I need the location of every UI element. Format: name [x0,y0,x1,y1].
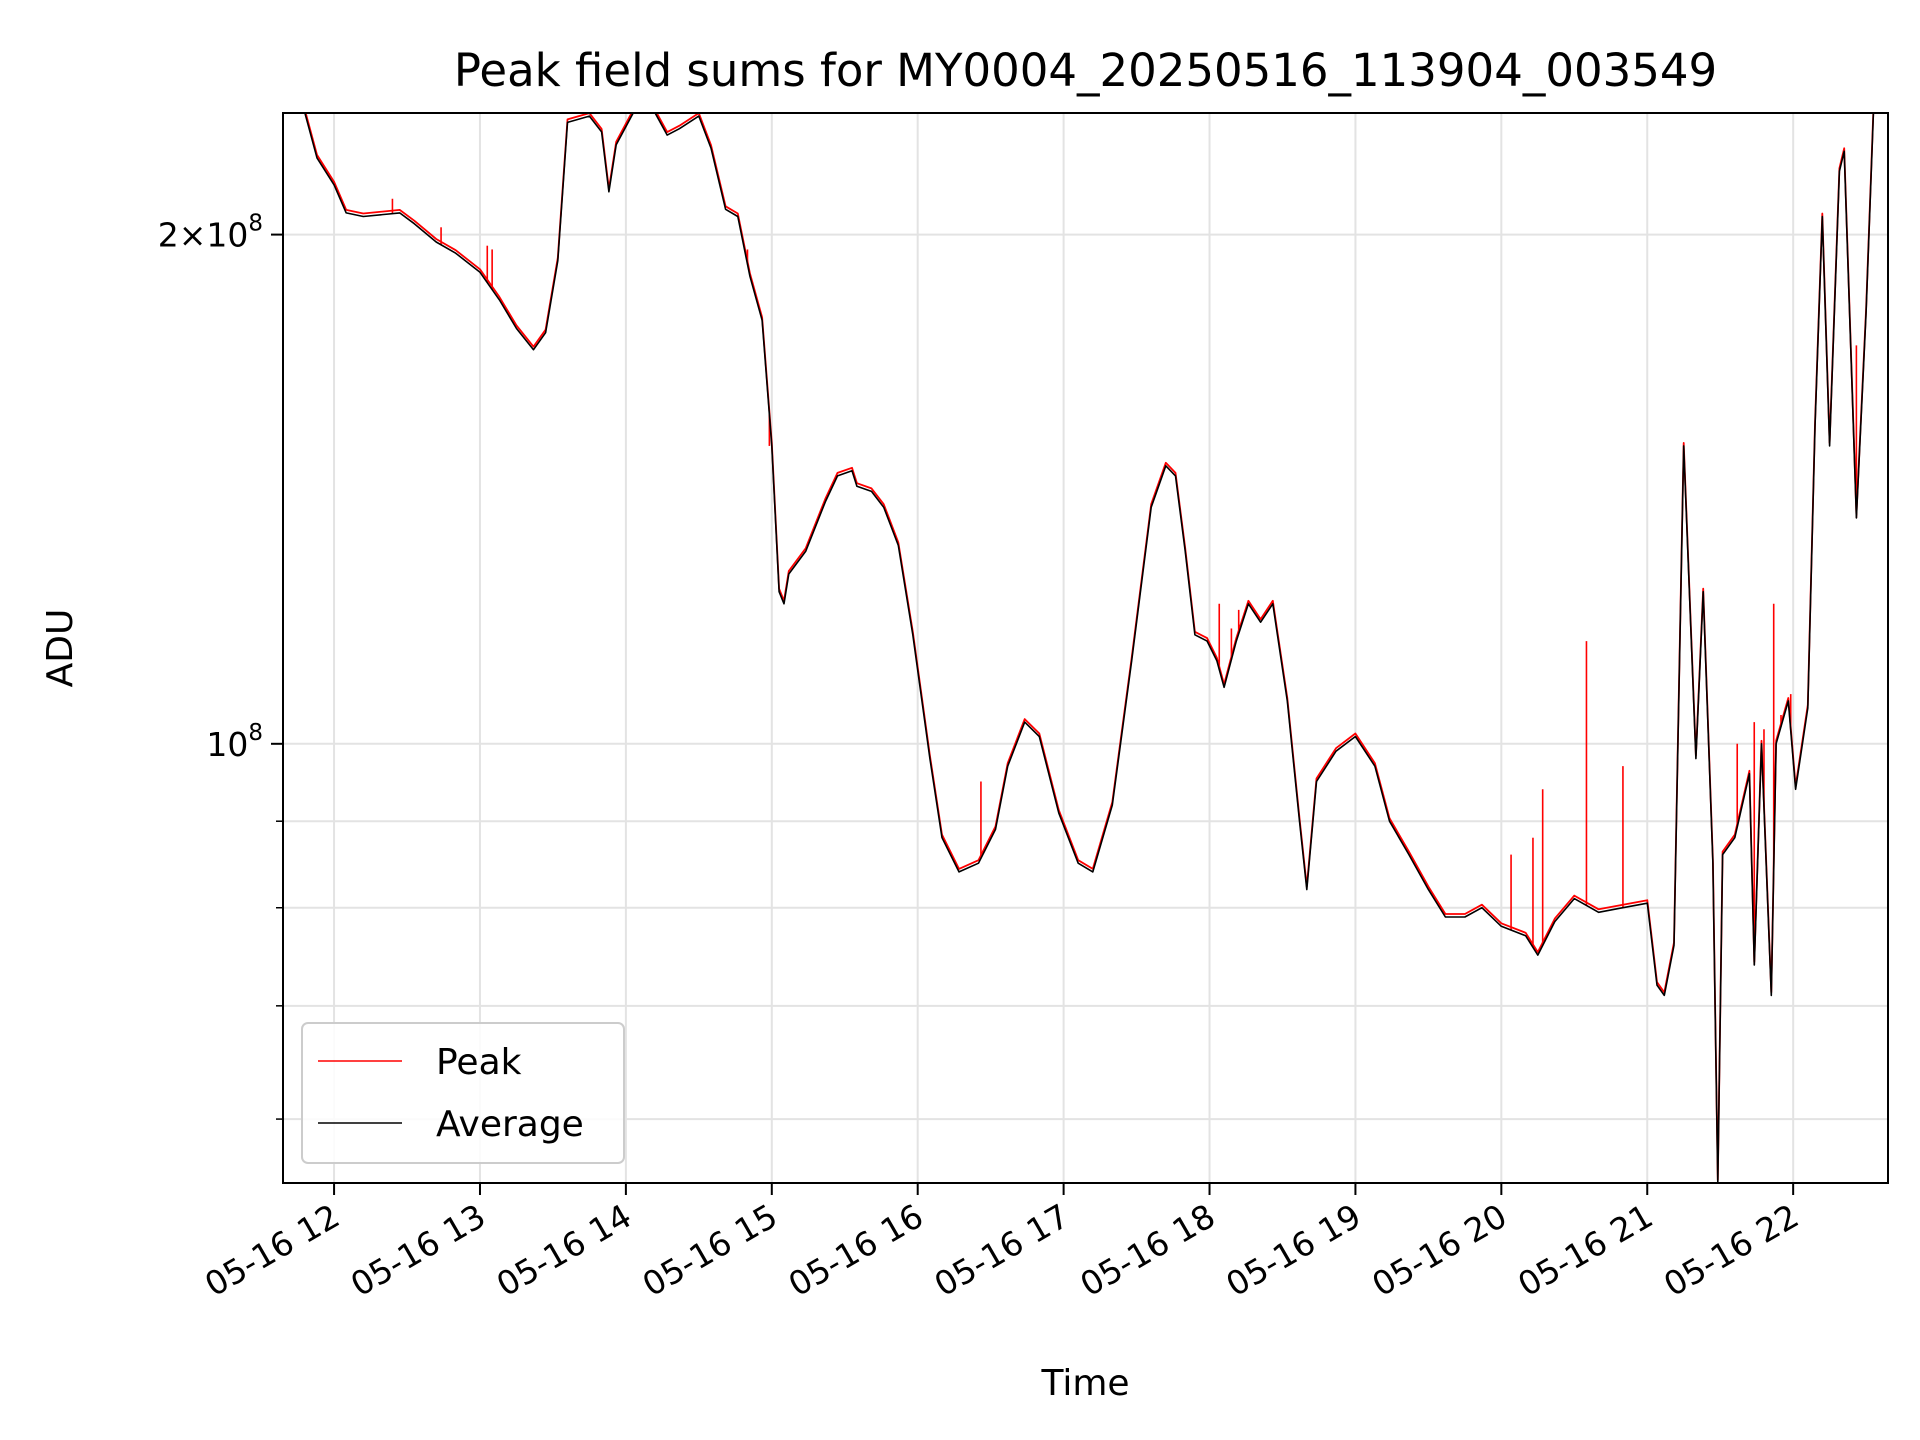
y-tick-base: 10 [206,725,248,764]
y-tick-exponent: 8 [248,211,263,237]
legend: Peak Average [301,1022,625,1164]
y-tick-label: 2×108 [158,211,263,255]
legend-box [301,1022,625,1164]
x-axis-label: Time [1040,1363,1129,1404]
y-tick-label: 108 [206,720,263,764]
legend-peak-label: Peak [436,1042,522,1083]
y-tick-exponent: 8 [248,720,263,746]
plot-lines [283,113,1888,1183]
average-series-line [283,113,1888,1183]
chart-title: Peak field sums for MY0004_20250516_1139… [454,44,1717,97]
y-tick-base: 2×10 [158,216,249,255]
axes-frame [282,112,1889,1184]
legend-average-label: Average [436,1104,584,1145]
y-axis-label: ADU [40,609,81,688]
grid [283,113,1888,1183]
